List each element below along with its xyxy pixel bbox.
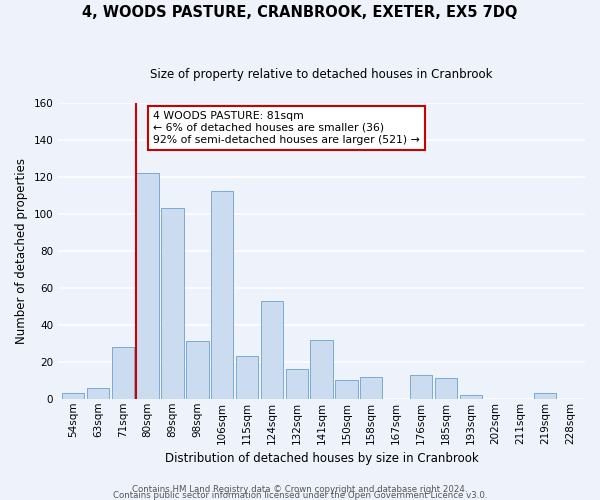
Text: Contains HM Land Registry data © Crown copyright and database right 2024.: Contains HM Land Registry data © Crown c… [132,484,468,494]
Bar [460,395,482,399]
X-axis label: Distribution of detached houses by size in Cranbrook: Distribution of detached houses by size … [165,452,478,465]
Bar [112,347,134,399]
Text: 4 WOODS PASTURE: 81sqm
← 6% of detached houses are smaller (36)
92% of semi-deta: 4 WOODS PASTURE: 81sqm ← 6% of detached … [153,112,420,144]
Y-axis label: Number of detached properties: Number of detached properties [15,158,28,344]
Bar [186,342,209,399]
Bar [211,192,233,399]
Bar [335,380,358,399]
Bar [310,340,333,399]
Text: Contains public sector information licensed under the Open Government Licence v3: Contains public sector information licen… [113,490,487,500]
Bar [87,388,109,399]
Bar [286,369,308,399]
Bar [360,376,382,399]
Text: 4, WOODS PASTURE, CRANBROOK, EXETER, EX5 7DQ: 4, WOODS PASTURE, CRANBROOK, EXETER, EX5… [82,5,518,20]
Bar [236,356,258,399]
Bar [62,393,84,399]
Title: Size of property relative to detached houses in Cranbrook: Size of property relative to detached ho… [151,68,493,80]
Bar [136,173,159,399]
Bar [161,208,184,399]
Bar [534,393,556,399]
Bar [434,378,457,399]
Bar [410,374,432,399]
Bar [260,300,283,399]
